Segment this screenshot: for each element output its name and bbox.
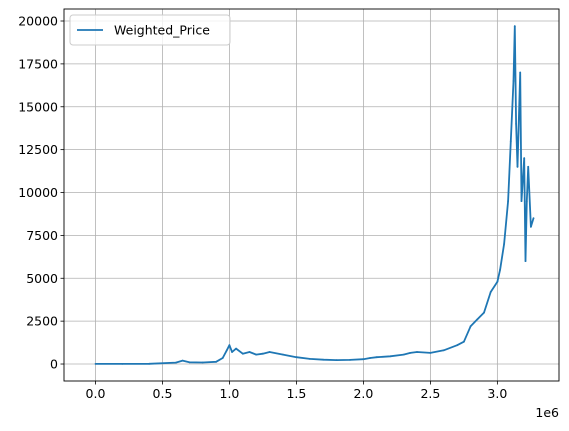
plot-area [94, 25, 535, 365]
series-point [416, 351, 418, 353]
series-point [456, 344, 459, 347]
series-point [215, 360, 218, 363]
series-point [512, 80, 515, 82]
series-point [507, 200, 509, 203]
x-tick-label: 2.0 [353, 386, 373, 401]
series-point [532, 217, 535, 220]
series-point [349, 359, 351, 361]
series-point [362, 358, 365, 361]
series-point [188, 361, 191, 364]
y-tick-label: 12500 [18, 142, 58, 157]
axes-frame [63, 8, 560, 382]
series-point [335, 359, 338, 361]
series-point [530, 225, 532, 228]
x-tick-label: 0.0 [86, 386, 106, 401]
series-point [255, 353, 258, 356]
y-tick-label: 0 [50, 357, 58, 372]
series-point [181, 359, 184, 362]
series-point [201, 361, 204, 364]
x-tick-label: 1.5 [286, 386, 306, 401]
legend-label-weighted-price: Weighted_Price [114, 23, 210, 38]
series-point [499, 268, 501, 271]
y-tick-label: 20000 [18, 14, 58, 29]
series-point [231, 351, 234, 353]
series-point [527, 165, 530, 168]
series-point [409, 352, 412, 354]
axis-ticks: 0.0 0.5 1.0 1.5 2.0 2.5 3.0 0 2500 5000 7500 10000 1… [18, 14, 507, 401]
series-point [308, 358, 311, 360]
series-point [513, 25, 516, 28]
series-point [483, 311, 485, 314]
series-point [429, 352, 432, 354]
series-point [389, 355, 392, 358]
series-point [509, 140, 512, 143]
series-point [375, 356, 378, 359]
series-point [519, 71, 522, 74]
series-point [489, 291, 492, 293]
series-point [228, 344, 231, 347]
series-point [148, 362, 151, 365]
y-tick-label: 7500 [26, 228, 58, 243]
series-point [402, 353, 405, 356]
series-point [295, 356, 298, 359]
series-point [225, 349, 228, 352]
series-line [95, 25, 535, 365]
y-tick-label: 17500 [18, 56, 58, 71]
series-point [322, 358, 325, 361]
series-point [469, 325, 472, 328]
series-point [221, 357, 224, 359]
y-tick-label: 5000 [26, 271, 58, 286]
series-point [442, 349, 445, 352]
y-tick-label: 15000 [18, 99, 58, 114]
series-point [282, 353, 284, 356]
legend-box [69, 14, 231, 46]
x-tick-label: 2.5 [420, 386, 440, 401]
series-point [516, 165, 519, 168]
series-point [476, 318, 479, 321]
series-point [94, 363, 97, 365]
series-point [496, 280, 499, 283]
series-point [268, 351, 271, 353]
series-point [520, 200, 523, 203]
legend: Weighted_Price [69, 14, 231, 46]
series-point [369, 357, 371, 359]
x-axis-offset-label: 1e6 [535, 405, 559, 420]
series-point [463, 340, 465, 343]
series-point [524, 260, 527, 262]
x-tick-label: 1.0 [220, 386, 240, 401]
x-tick-label: 3.0 [487, 386, 507, 401]
series-point [175, 361, 177, 364]
x-tick-label: 0.5 [153, 386, 173, 401]
series-point [503, 243, 505, 245]
series-point [515, 123, 517, 125]
series-point [523, 157, 526, 160]
series-point [121, 363, 124, 365]
series-point [525, 200, 528, 203]
series-point [262, 352, 264, 355]
series-point [241, 352, 244, 355]
y-tick-label: 10000 [18, 185, 58, 200]
series-point [248, 351, 251, 353]
grid-lines [64, 9, 559, 381]
y-tick-label: 2500 [26, 314, 58, 329]
series-point [235, 347, 238, 350]
